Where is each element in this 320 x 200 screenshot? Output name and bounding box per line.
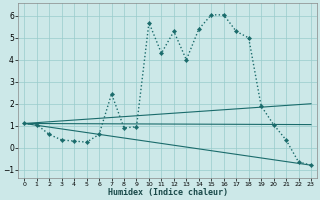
X-axis label: Humidex (Indice chaleur): Humidex (Indice chaleur) [108,188,228,197]
